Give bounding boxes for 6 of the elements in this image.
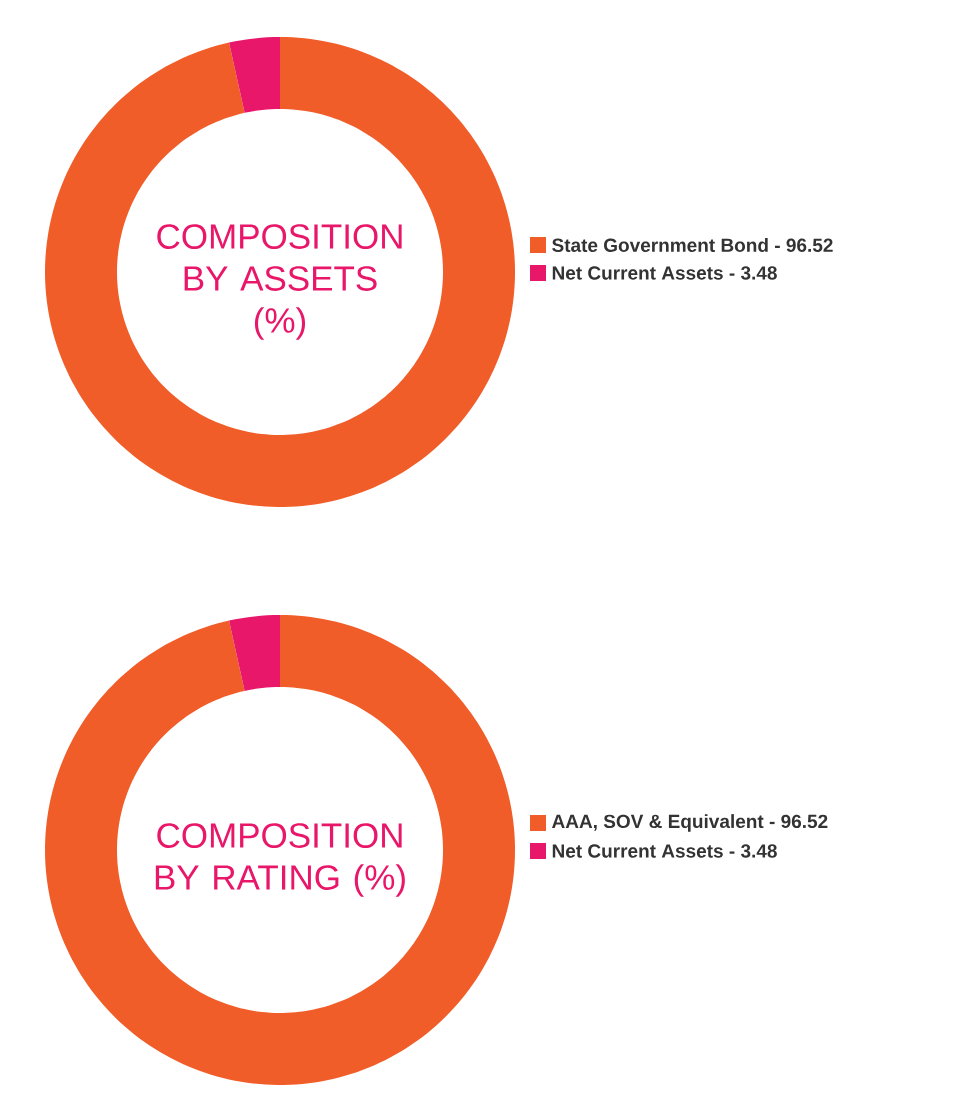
text: COMPOSITION BY ASSETS (%) (157, 224, 402, 340)
text: COMPOSITION BY RATING (%) (155, 823, 405, 897)
legend-label: AAA, SOV & Equivalent - 96.52 (552, 814, 828, 832)
legend-label: Net Current Assets - 3.48 (552, 266, 777, 280)
legend-label: Net Current Assets - 3.48 (552, 844, 777, 858)
legend-label: State Government Bond - 96.52 (552, 238, 833, 252)
